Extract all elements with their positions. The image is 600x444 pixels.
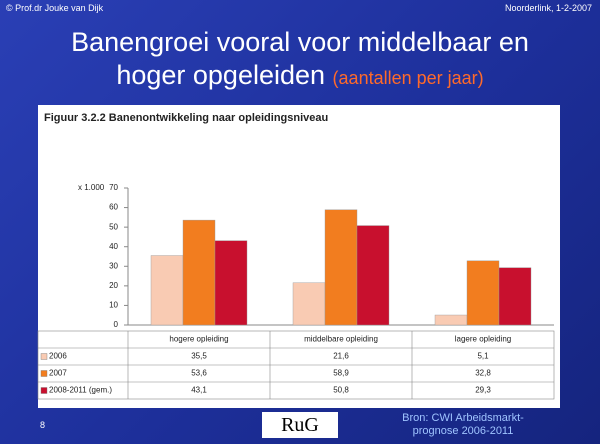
- y-tick-label: 10: [109, 301, 118, 310]
- table-value: 50,8: [333, 386, 349, 395]
- bar: [292, 282, 326, 326]
- source: Bron: CWI Arbeidsmarkt-prognose 2006-201…: [402, 412, 524, 437]
- header-left: © Prof.dr Jouke van Dijk: [6, 3, 104, 13]
- legend-label: 2008-2011 (gem.): [49, 386, 112, 395]
- table-value: 43,1: [191, 386, 207, 395]
- legend-swatch: [40, 353, 48, 360]
- table-value: 32,8: [475, 369, 491, 378]
- bar: [150, 255, 184, 326]
- chart-panel: [38, 105, 560, 408]
- table-value: 53,6: [191, 369, 207, 378]
- logo: RuG: [262, 412, 338, 438]
- bar: [498, 267, 532, 326]
- legend-swatch: [40, 387, 48, 394]
- bar: [324, 209, 358, 326]
- y-tick-label: 0: [114, 320, 119, 329]
- subtitle: (aantallen per jaar): [332, 68, 484, 88]
- bar: [466, 260, 500, 326]
- y-tick-label: 30: [109, 261, 118, 270]
- y-tick-label: 60: [109, 203, 118, 212]
- table-value: 58,9: [333, 369, 349, 378]
- title-text: Banengroei vooral voor middelbaar en hog…: [71, 27, 529, 90]
- y-tick-label: 40: [109, 242, 118, 251]
- header-right: Noorderlink, 1-2-2007: [504, 3, 592, 13]
- table-value: 35,5: [191, 352, 207, 361]
- x-tick-label: lagere opleiding: [455, 335, 512, 344]
- legend-swatch: [40, 370, 48, 377]
- y-tick-label: 20: [109, 281, 118, 290]
- legend-label: 2007: [49, 369, 67, 378]
- x-tick-label: middelbare opleiding: [304, 335, 378, 344]
- table-value: 5,1: [477, 352, 489, 361]
- bar: [214, 240, 248, 326]
- bar: [356, 225, 390, 326]
- table-value: 29,3: [475, 386, 491, 395]
- slide-title: Banengroei vooral voor middelbaar en hog…: [65, 26, 535, 95]
- bar: [182, 219, 216, 326]
- legend-label: 2006: [49, 352, 67, 361]
- bar: [434, 314, 468, 326]
- page-number: 8: [40, 420, 46, 430]
- table-value: 21,6: [333, 352, 349, 361]
- x-tick-label: hogere opleiding: [169, 335, 228, 344]
- y-tick-label: 70: [109, 183, 118, 192]
- y-tick-label: 50: [109, 222, 118, 231]
- y-unit: x 1.000: [78, 183, 105, 192]
- chart-title: Figuur 3.2.2 Banenontwikkeling naar ople…: [44, 112, 328, 124]
